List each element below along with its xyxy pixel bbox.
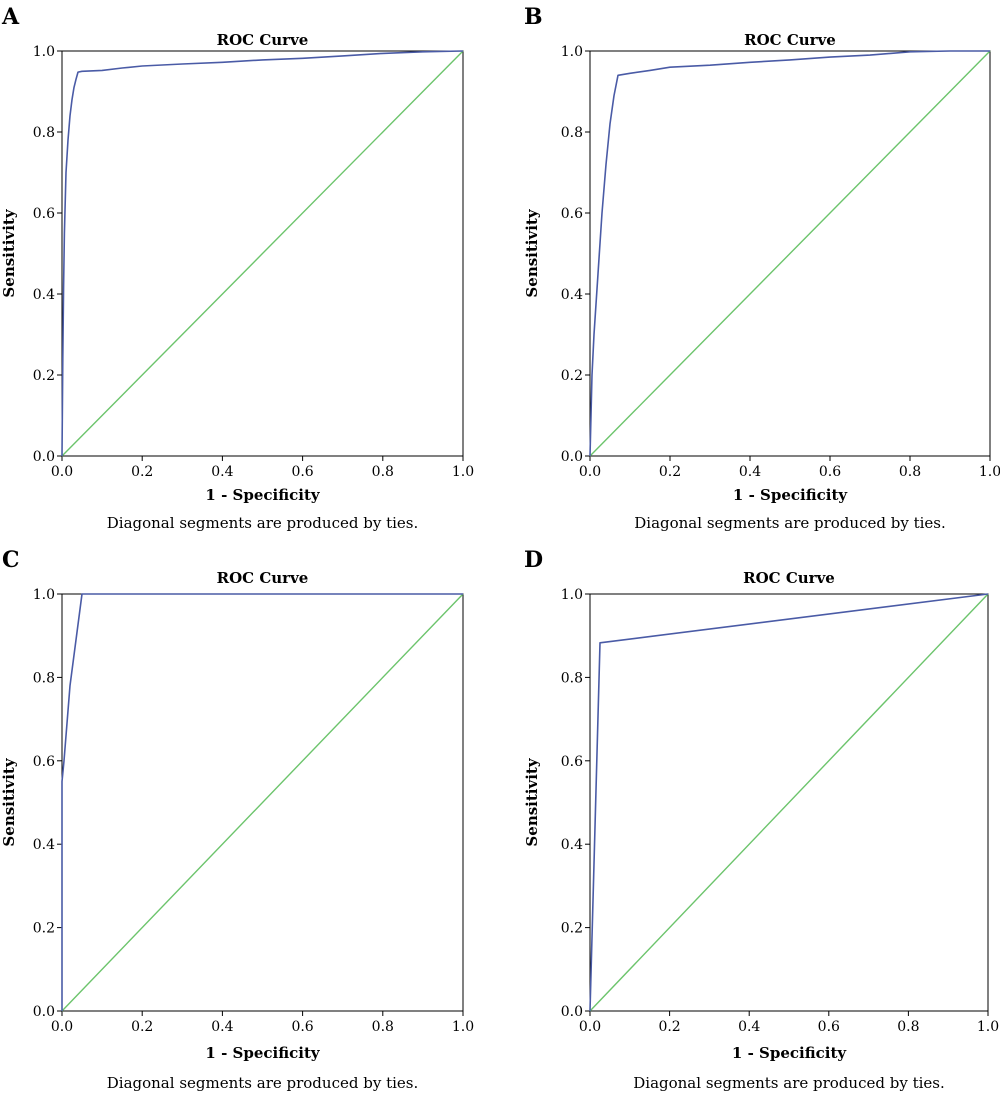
y-tick-label: 0.0 xyxy=(33,449,55,465)
x-tick-label: 0.6 xyxy=(818,1019,840,1035)
panel-letter: C xyxy=(2,547,20,573)
chart-title: ROC Curve xyxy=(744,31,836,49)
y-tick-label: 0.6 xyxy=(561,206,583,222)
y-tick-label: 0.0 xyxy=(561,449,583,465)
x-tick-label: 1.0 xyxy=(452,464,474,480)
y-axis-label: Sensitivity xyxy=(523,208,541,297)
x-tick-label: 1.0 xyxy=(977,1019,999,1035)
x-tick-label: 0.0 xyxy=(579,464,601,480)
x-tick-label: 0.8 xyxy=(372,1019,394,1035)
y-tick-label: 0.8 xyxy=(33,670,55,686)
x-tick-label: 0.6 xyxy=(291,464,313,480)
y-tick-label: 0.0 xyxy=(33,1004,55,1020)
y-tick-label: 1.0 xyxy=(33,44,55,60)
x-tick-label: 0.4 xyxy=(211,464,233,480)
y-tick-label: 0.8 xyxy=(33,125,55,141)
y-tick-label: 0.4 xyxy=(561,287,583,303)
y-axis-label: Sensitivity xyxy=(0,208,18,297)
y-tick-label: 0.8 xyxy=(561,125,583,141)
chart-title: ROC Curve xyxy=(743,569,835,587)
y-tick-label: 0.4 xyxy=(33,287,55,303)
y-tick-label: 1.0 xyxy=(561,587,583,603)
reference-diagonal-line xyxy=(61,50,464,457)
x-tick-label: 1.0 xyxy=(452,1019,474,1035)
panel-letter: B xyxy=(524,4,543,30)
panel-letter: D xyxy=(524,547,543,573)
roc-panel-c: C ROC Curve 0.00.0 0.2 0.2 0.4 0.4 0.6 0.6 0.8 0.8… xyxy=(0,547,474,1092)
panel-letter: A xyxy=(1,4,20,30)
y-tick-label: 0.0 xyxy=(561,1004,583,1020)
x-tick-label: 0.2 xyxy=(131,1019,153,1035)
x-tick-label: 0.4 xyxy=(738,1019,760,1035)
footnote: Diagonal segments are produced by ties. xyxy=(634,514,945,532)
x-tick-label: 0.8 xyxy=(899,464,921,480)
y-tick-label: 0.6 xyxy=(33,754,55,770)
x-tick-label: 0.0 xyxy=(51,464,73,480)
x-axis-label: 1 - Specificity xyxy=(732,1044,847,1062)
y-tick-label: 1.0 xyxy=(561,44,583,60)
x-tick-label: 0.4 xyxy=(739,464,761,480)
x-tick-label: 0.4 xyxy=(211,1019,233,1035)
x-axis-label: 1 - Specificity xyxy=(205,1044,320,1062)
reference-diagonal-line xyxy=(589,50,991,457)
plot-frame xyxy=(589,593,989,1012)
plot-frame xyxy=(589,50,991,457)
x-tick-label: 0.0 xyxy=(51,1019,73,1035)
x-axis-label: 1 - Specificity xyxy=(733,486,848,504)
reference-diagonal-line xyxy=(61,593,464,1012)
y-tick-label: 0.2 xyxy=(33,921,55,937)
roc-curve-line xyxy=(589,50,990,457)
y-tick-label: 0.4 xyxy=(561,837,583,853)
footnote: Diagonal segments are produced by ties. xyxy=(107,1074,418,1092)
x-tick-label: 0.6 xyxy=(819,464,841,480)
roc-panel-d: D ROC Curve 0.00.0 0.2 0.2 0.4 0.4 0.6 0.6 0.8 0.8… xyxy=(523,547,999,1092)
footnote: Diagonal segments are produced by ties. xyxy=(633,1074,944,1092)
reference-diagonal-line xyxy=(589,593,989,1012)
y-tick-label: 0.8 xyxy=(561,670,583,686)
plot-frame xyxy=(61,50,464,457)
y-tick-label: 0.4 xyxy=(33,837,55,853)
x-axis-label: 1 - Specificity xyxy=(205,486,320,504)
x-tick-label: 0.2 xyxy=(659,464,681,480)
y-tick-label: 0.6 xyxy=(33,206,55,222)
y-tick-label: 0.2 xyxy=(33,368,55,384)
y-tick-label: 0.2 xyxy=(561,368,583,384)
y-axis-label: Sensitivity xyxy=(523,757,541,846)
x-tick-label: 0.6 xyxy=(291,1019,313,1035)
chart-title: ROC Curve xyxy=(217,31,309,49)
roc-curve-line xyxy=(61,50,464,457)
roc-curve-line xyxy=(61,593,463,1011)
chart-title: ROC Curve xyxy=(217,569,309,587)
footnote: Diagonal segments are produced by ties. xyxy=(107,514,418,532)
roc-panel-b: B ROC Curve 0.00.0 0.2 0.2 0.4 0.4 0.6 0.6 0.8 0.8… xyxy=(523,4,1000,532)
y-tick-label: 0.6 xyxy=(561,754,583,770)
x-tick-label: 1.0 xyxy=(979,464,1000,480)
x-tick-label: 0.8 xyxy=(897,1019,919,1035)
y-tick-label: 0.2 xyxy=(561,921,583,937)
x-tick-label: 0.8 xyxy=(372,464,394,480)
x-tick-label: 0.2 xyxy=(658,1019,680,1035)
x-tick-label: 0.2 xyxy=(131,464,153,480)
y-axis-label: Sensitivity xyxy=(0,757,18,846)
y-tick-label: 1.0 xyxy=(33,587,55,603)
x-tick-label: 0.0 xyxy=(579,1019,601,1035)
roc-panel-a: A ROC Curve 0.00.0 0.2 0.2 0.4 0.4 0.6 0.6 0.8 0.8… xyxy=(0,4,474,532)
roc-curve-line xyxy=(589,593,989,1012)
